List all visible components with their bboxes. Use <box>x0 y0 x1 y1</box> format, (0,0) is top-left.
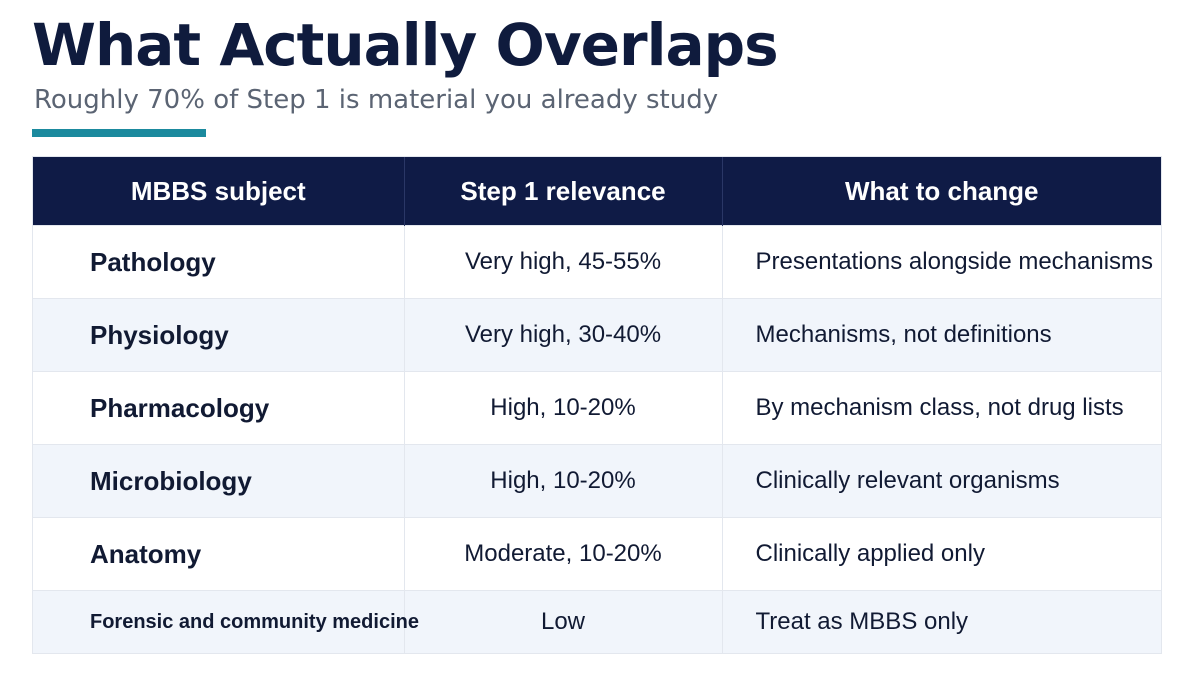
subject-cell: Anatomy <box>33 517 405 591</box>
accent-divider <box>32 129 206 137</box>
subject-cell: Pharmacology <box>33 371 405 445</box>
change-cell: Clinically relevant organisms <box>722 444 1161 518</box>
overlap-table: MBBS subject Step 1 relevance What to ch… <box>32 156 1162 654</box>
relevance-cell: Very high, 30-40% <box>404 298 723 372</box>
table-row: Physiology Very high, 30-40% Mechanisms,… <box>33 298 1161 372</box>
table-row: Microbiology High, 10-20% Clinically rel… <box>33 444 1161 518</box>
change-cell: Clinically applied only <box>722 517 1161 591</box>
table-row: Pharmacology High, 10-20% By mechanism c… <box>33 371 1161 445</box>
relevance-cell: High, 10-20% <box>404 371 723 445</box>
subject-cell: Physiology <box>33 298 405 372</box>
table-header-row: MBBS subject Step 1 relevance What to ch… <box>33 157 1161 226</box>
table-row: Anatomy Moderate, 10-20% Clinically appl… <box>33 517 1161 591</box>
subject-cell: Microbiology <box>33 444 405 518</box>
relevance-cell: Very high, 45-55% <box>404 225 723 299</box>
table-row: Pathology Very high, 45-55% Presentation… <box>33 225 1161 299</box>
column-header-relevance: Step 1 relevance <box>404 157 723 226</box>
table-row: Forensic and community medicine Low Trea… <box>33 590 1161 653</box>
page-title: What Actually Overlaps <box>32 11 779 79</box>
change-cell: Treat as MBBS only <box>722 590 1161 653</box>
change-cell: By mechanism class, not drug lists <box>722 371 1161 445</box>
page-subtitle: Roughly 70% of Step 1 is material you al… <box>34 85 719 115</box>
column-header-change: What to change <box>722 157 1161 226</box>
subject-cell: Pathology <box>33 225 405 299</box>
change-cell: Mechanisms, not definitions <box>722 298 1161 372</box>
relevance-cell: Low <box>404 590 723 653</box>
subject-cell: Forensic and community medicine <box>33 590 419 653</box>
change-cell: Presentations alongside mechanisms <box>722 225 1161 299</box>
relevance-cell: High, 10-20% <box>404 444 723 518</box>
relevance-cell: Moderate, 10-20% <box>404 517 723 591</box>
column-header-subject: MBBS subject <box>33 157 405 226</box>
